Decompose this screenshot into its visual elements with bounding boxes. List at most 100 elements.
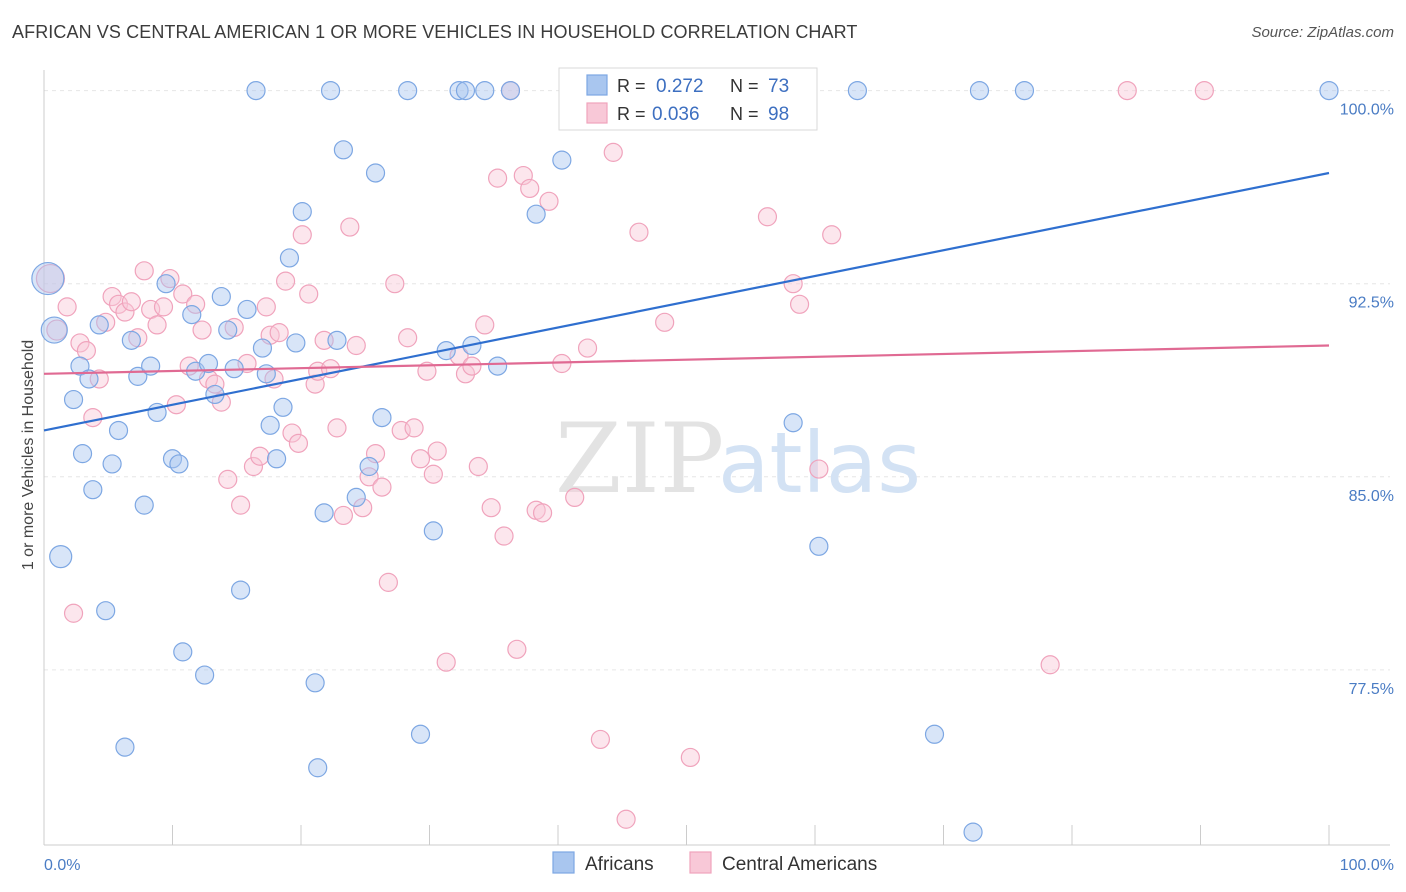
africans-point	[72, 444, 93, 464]
central-americans-point	[147, 315, 167, 335]
africans-point	[552, 150, 572, 170]
africans-point	[115, 737, 135, 757]
central-americans-point	[629, 222, 649, 242]
africans-point	[162, 449, 183, 469]
y-tick-label: 100.0%	[1340, 102, 1394, 119]
africans-points	[31, 80, 1339, 842]
central-americans-point	[481, 498, 501, 518]
central-americans-point	[134, 261, 154, 281]
africans-point	[308, 758, 328, 778]
legend-r-value-africans: 0.272	[656, 76, 704, 97]
legend-r-label-central-americans: R =	[617, 104, 646, 124]
central-americans-point	[275, 271, 296, 291]
central-americans-point	[539, 191, 559, 211]
central-americans-point	[809, 459, 829, 479]
central-americans-point	[115, 302, 135, 322]
central-americans-point	[333, 505, 354, 526]
legend-n-label-africans: N =	[730, 76, 759, 96]
africans-point	[526, 204, 546, 224]
central-americans-point	[205, 374, 225, 394]
africans-point	[231, 580, 251, 600]
central-americans-point	[192, 320, 212, 340]
central-americans-point	[532, 503, 553, 523]
africans-point	[333, 140, 354, 160]
central-americans-point	[1117, 80, 1137, 101]
bottom-legend-swatch-central-americans	[689, 851, 712, 874]
legend-r-label-africans: R =	[617, 76, 646, 96]
central-americans-point	[243, 456, 264, 477]
africans-point	[182, 305, 202, 325]
central-americans-point	[488, 168, 508, 188]
africans-point	[266, 449, 287, 469]
central-americans-point	[256, 297, 276, 317]
central-americans-point	[288, 433, 309, 453]
legend-swatch-africans	[586, 74, 608, 96]
central-americans-point	[789, 294, 810, 314]
africans-point	[398, 80, 418, 101]
central-americans-point	[327, 418, 347, 438]
legend-n-value-africans: 73	[768, 76, 789, 97]
africans-point	[1014, 80, 1035, 101]
central-americans-point	[520, 178, 540, 199]
central-americans-point	[427, 441, 447, 461]
africans-point	[63, 389, 84, 410]
central-americans-point	[83, 407, 103, 428]
africans-point	[314, 503, 334, 523]
central-americans-point	[783, 274, 803, 294]
africans-point	[121, 330, 141, 350]
central-americans-point	[353, 498, 373, 518]
legend-r-value-central-americans: 0.036	[652, 104, 700, 125]
africans-point	[286, 333, 306, 353]
central-americans-point	[250, 446, 270, 466]
africans-point	[96, 601, 116, 621]
africans-point	[195, 665, 215, 685]
africans-point	[134, 495, 154, 515]
bottom-legend-label-central-americans: Central Americans	[722, 854, 877, 875]
central-americans-point	[70, 333, 90, 353]
africans-point	[256, 364, 276, 384]
central-americans-point	[237, 353, 257, 374]
y-tick-label: 85.0%	[1349, 488, 1394, 505]
x-tick-label-left: 0.0%	[44, 857, 80, 874]
central-americans-point	[404, 418, 424, 438]
central-americans-point	[468, 456, 488, 477]
africans-point	[83, 480, 103, 500]
africans-point	[969, 80, 990, 101]
africans-point	[346, 487, 366, 508]
africans-point	[273, 397, 293, 417]
africans-point	[169, 454, 189, 474]
y-tick-label: 92.5%	[1349, 295, 1394, 312]
legend-n-value-central-americans: 98	[768, 104, 789, 125]
legend-swatch-central-americans	[586, 102, 608, 124]
africans-point	[211, 286, 231, 307]
watermark-atlas: atlas	[718, 414, 921, 512]
central-americans-point	[211, 392, 231, 412]
central-americans-point	[186, 294, 206, 314]
central-americans-point	[494, 526, 514, 546]
africans-point	[292, 202, 312, 222]
africans-point	[260, 415, 280, 435]
central-americans-point	[436, 652, 456, 672]
central-americans-point	[372, 477, 392, 497]
trend-lines	[43, 171, 1330, 432]
africans-point	[327, 330, 347, 350]
central-americans-point	[822, 225, 842, 245]
africans-point	[49, 545, 73, 569]
central-americans-point	[462, 356, 482, 376]
source-label: Source: ZipAtlas.com	[1251, 24, 1394, 41]
central-americans-point	[410, 449, 431, 469]
central-americans-point	[57, 297, 77, 317]
central-americans-point	[292, 225, 312, 245]
africans-point	[252, 338, 273, 358]
africans-point	[246, 80, 266, 101]
bottom-legend-label-africans: Africans	[585, 854, 654, 875]
central-americans-point	[475, 315, 495, 335]
africans-point	[809, 536, 829, 556]
central-americans-point	[63, 603, 84, 623]
central-americans-point	[173, 284, 193, 304]
central-americans-point	[565, 487, 585, 508]
africans-point	[963, 822, 983, 842]
central-americans-point	[359, 467, 379, 487]
africans-point	[156, 274, 176, 294]
legend-n-label-central-americans: N =	[730, 104, 759, 124]
